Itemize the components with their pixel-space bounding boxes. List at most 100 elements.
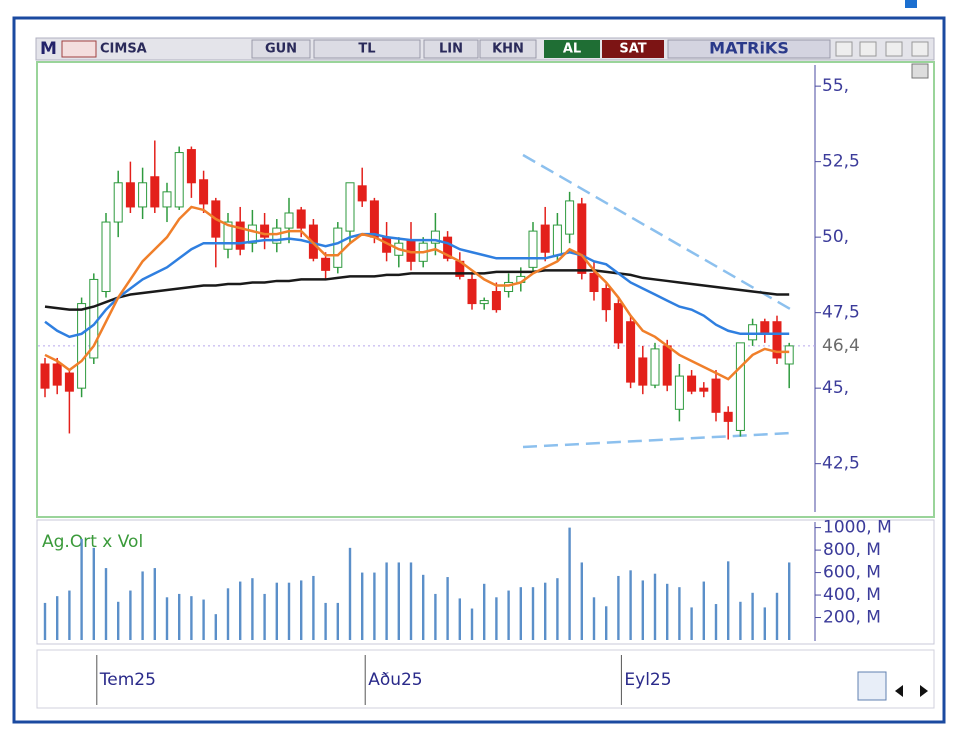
moving-average <box>44 269 790 311</box>
volume-bar <box>763 607 766 640</box>
volume-bar <box>653 573 657 640</box>
candle-body <box>321 257 331 271</box>
volume-bar <box>312 575 315 640</box>
volume-bar <box>348 547 352 640</box>
volume-bar <box>373 572 376 640</box>
panel-button[interactable] <box>911 63 929 79</box>
last-price-label: 46,4 <box>822 336 860 356</box>
volume-bar <box>531 587 535 640</box>
volume-bar <box>336 602 339 640</box>
period-button[interactable]: GUN <box>265 42 297 57</box>
candle-body <box>748 324 758 341</box>
candle-body <box>504 281 514 293</box>
candle-body <box>528 230 538 268</box>
window-button[interactable] <box>859 41 877 57</box>
trend-line <box>522 153 793 312</box>
volume-bar <box>666 583 669 640</box>
volume-bar <box>458 598 461 640</box>
volume-bar <box>80 538 83 640</box>
scale-button[interactable]: LIN <box>439 42 463 57</box>
button-bg <box>313 39 421 59</box>
currency-button[interactable]: TL <box>358 42 375 57</box>
candle-body <box>333 227 343 268</box>
candle-body <box>369 200 379 238</box>
moving-average <box>44 232 790 339</box>
volume-bar <box>263 593 266 640</box>
candle-body <box>699 387 709 392</box>
candle-body <box>638 357 648 386</box>
volume-bar <box>592 597 596 640</box>
candle-body <box>174 152 184 208</box>
candle-body <box>552 224 562 256</box>
volume-bar <box>483 583 486 640</box>
sell-button[interactable]: SAT <box>619 42 646 57</box>
volume-bar <box>92 547 95 640</box>
volume-bar <box>739 601 742 640</box>
candle-body <box>687 375 697 392</box>
scroll-left[interactable] <box>895 685 903 697</box>
volume-bar <box>422 574 425 640</box>
volume-bar <box>239 581 242 640</box>
candle-body <box>138 182 148 208</box>
button-bg <box>479 39 537 59</box>
symbol[interactable]: CIMSA <box>100 42 147 57</box>
volume-bar <box>117 601 120 640</box>
volume-bar <box>678 587 681 640</box>
volume-bar <box>251 578 254 640</box>
candle-body <box>430 230 440 244</box>
trend-line <box>522 431 793 449</box>
window-button[interactable] <box>835 41 853 57</box>
volume-bar <box>385 562 388 640</box>
refresh-button[interactable] <box>857 671 887 701</box>
window-button[interactable] <box>885 41 903 57</box>
candle-body <box>613 303 623 344</box>
brand: MATRiKS <box>709 39 789 58</box>
volume-bar <box>153 568 156 640</box>
button-bg <box>602 40 664 58</box>
mode-button[interactable]: M <box>40 39 57 59</box>
volume-bar <box>605 606 608 640</box>
candle-body <box>260 224 270 238</box>
y-tick-label: 45, <box>822 378 849 398</box>
window-button[interactable] <box>911 41 929 57</box>
volume-bar <box>129 590 132 640</box>
khn-button[interactable]: KHN <box>492 42 524 57</box>
volume-bar <box>43 602 47 640</box>
candle-body <box>626 321 636 383</box>
candle-body <box>479 300 489 305</box>
volume-bar <box>178 593 181 640</box>
candle-body <box>77 303 87 389</box>
candle-body <box>589 272 599 293</box>
y-tick-label: 400, M <box>823 585 881 605</box>
y-tick-label: 42,5 <box>822 454 860 474</box>
volume-bar <box>568 527 571 640</box>
volume-bar <box>775 592 779 640</box>
candle-body <box>674 375 684 410</box>
volume-bar <box>544 582 547 640</box>
buy-button[interactable]: AL <box>563 42 581 57</box>
candle-body <box>491 291 501 311</box>
volume-bar <box>214 614 217 640</box>
volume-bar <box>275 582 278 640</box>
candle-body <box>284 212 294 229</box>
volume-bar <box>165 597 169 640</box>
candle-body <box>467 278 477 305</box>
price-panel <box>36 61 935 518</box>
candle-body <box>52 363 62 386</box>
y-tick-label: 47,5 <box>822 303 860 323</box>
volume-bar <box>714 604 718 640</box>
symbol-icon[interactable] <box>61 40 97 58</box>
candle-body <box>113 182 123 223</box>
candle-body <box>345 182 355 232</box>
volume-bar <box>104 568 108 640</box>
x-tick-label: Tem25 <box>99 670 156 690</box>
scroll-right[interactable] <box>920 685 928 697</box>
volume-bar <box>788 562 791 640</box>
candle-body <box>223 221 233 250</box>
volume-bar <box>226 588 230 640</box>
candle-body <box>540 224 550 253</box>
candle-body <box>772 321 782 359</box>
candle-body <box>199 179 209 205</box>
volume-bar <box>629 570 632 640</box>
